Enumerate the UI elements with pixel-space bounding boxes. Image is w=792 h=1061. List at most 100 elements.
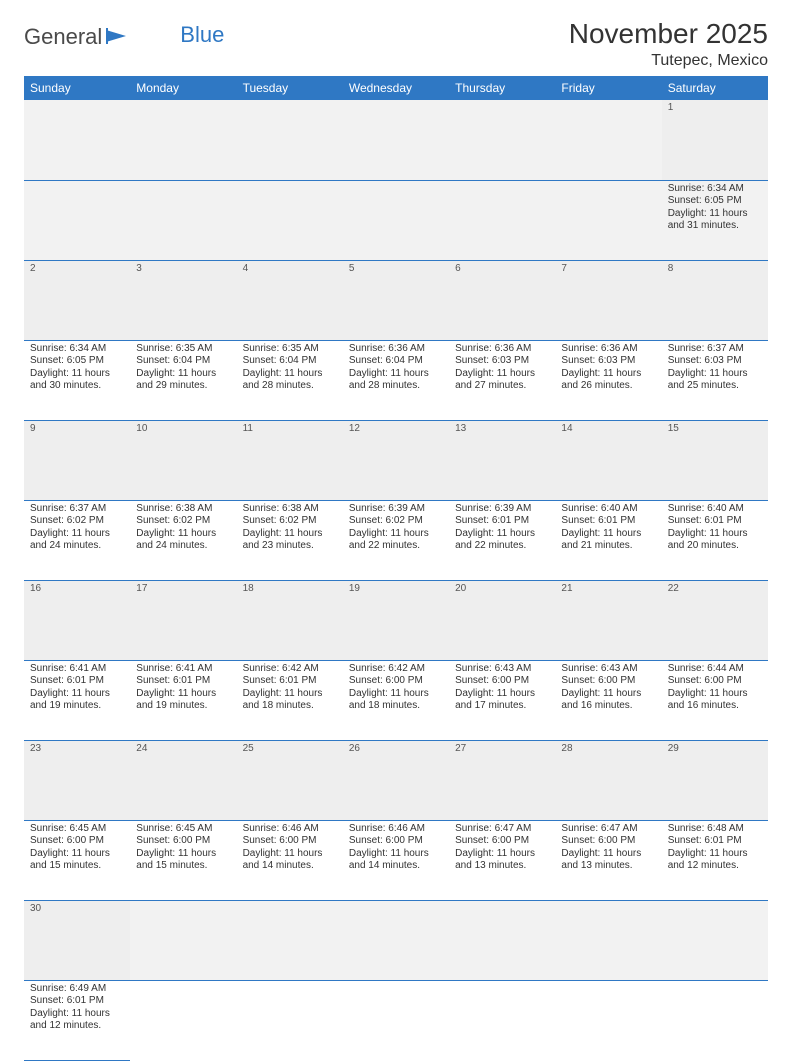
- daylight-line-2: and 14 minutes.: [243, 860, 337, 873]
- sunset-line: Sunset: 6:01 PM: [243, 675, 337, 688]
- daylight-line-2: and 21 minutes.: [561, 540, 655, 553]
- daylight-line-2: and 22 minutes.: [455, 540, 549, 553]
- day-number-cell: 28: [555, 740, 661, 820]
- daylight-line-1: Daylight: 11 hours: [30, 688, 124, 701]
- day-number-cell: 18: [237, 580, 343, 660]
- sunset-line: Sunset: 6:01 PM: [30, 995, 124, 1008]
- day-number-cell: 15: [662, 420, 768, 500]
- daylight-line-1: Daylight: 11 hours: [455, 368, 549, 381]
- daylight-line-2: and 13 minutes.: [455, 860, 549, 873]
- day-number-cell: [449, 900, 555, 980]
- calendar-body: 1 Sunrise: 6:34 AMSunset: 6:05 PMDayligh…: [24, 100, 768, 1060]
- day-cell: Sunrise: 6:42 AMSunset: 6:01 PMDaylight:…: [237, 660, 343, 740]
- day-number-cell: 19: [343, 580, 449, 660]
- daylight-line-2: and 15 minutes.: [136, 860, 230, 873]
- sunrise-line: Sunrise: 6:35 AM: [243, 343, 337, 356]
- day-number-cell: [130, 900, 236, 980]
- daylight-line-2: and 19 minutes.: [136, 700, 230, 713]
- daylight-line-1: Daylight: 11 hours: [30, 1008, 124, 1021]
- daylight-line-1: Daylight: 11 hours: [136, 368, 230, 381]
- sunset-line: Sunset: 6:00 PM: [136, 835, 230, 848]
- day-cell: Sunrise: 6:35 AMSunset: 6:04 PMDaylight:…: [130, 340, 236, 420]
- daylight-line-2: and 18 minutes.: [349, 700, 443, 713]
- sunset-line: Sunset: 6:03 PM: [668, 355, 762, 368]
- sunrise-line: Sunrise: 6:38 AM: [243, 503, 337, 516]
- day-number-cell: 9: [24, 420, 130, 500]
- daylight-line-1: Daylight: 11 hours: [243, 848, 337, 861]
- day-cell: Sunrise: 6:44 AMSunset: 6:00 PMDaylight:…: [662, 660, 768, 740]
- day-cell: [449, 180, 555, 260]
- page-title: November 2025: [569, 18, 768, 50]
- sunrise-line: Sunrise: 6:41 AM: [30, 663, 124, 676]
- day-number-cell: [24, 100, 130, 180]
- logo-flag-icon: [106, 24, 132, 50]
- sunrise-line: Sunrise: 6:34 AM: [30, 343, 124, 356]
- daylight-line-2: and 12 minutes.: [30, 1020, 124, 1033]
- daylight-line-1: Daylight: 11 hours: [668, 208, 762, 221]
- day-cell: [130, 180, 236, 260]
- sunset-line: Sunset: 6:00 PM: [561, 835, 655, 848]
- sunrise-line: Sunrise: 6:36 AM: [349, 343, 443, 356]
- daylight-line-2: and 22 minutes.: [349, 540, 443, 553]
- daylight-line-1: Daylight: 11 hours: [243, 528, 337, 541]
- sunrise-line: Sunrise: 6:48 AM: [668, 823, 762, 836]
- day-header: Tuesday: [237, 76, 343, 100]
- sunrise-line: Sunrise: 6:43 AM: [455, 663, 549, 676]
- daylight-line-2: and 28 minutes.: [349, 380, 443, 393]
- day-cell: Sunrise: 6:39 AMSunset: 6:01 PMDaylight:…: [449, 500, 555, 580]
- day-cell: [449, 980, 555, 1060]
- day-number-cell: 27: [449, 740, 555, 820]
- day-number-cell: [130, 100, 236, 180]
- daylight-line-2: and 18 minutes.: [243, 700, 337, 713]
- day-number-cell: [343, 100, 449, 180]
- day-number-cell: [555, 100, 661, 180]
- day-number-cell: [343, 900, 449, 980]
- day-number-cell: 30: [24, 900, 130, 980]
- day-number-cell: 10: [130, 420, 236, 500]
- sunset-line: Sunset: 6:00 PM: [30, 835, 124, 848]
- day-cell: Sunrise: 6:36 AMSunset: 6:03 PMDaylight:…: [449, 340, 555, 420]
- day-cell: [343, 180, 449, 260]
- day-cell: Sunrise: 6:41 AMSunset: 6:01 PMDaylight:…: [24, 660, 130, 740]
- day-number-cell: 8: [662, 260, 768, 340]
- daylight-line-2: and 25 minutes.: [668, 380, 762, 393]
- sunset-line: Sunset: 6:03 PM: [561, 355, 655, 368]
- sunrise-line: Sunrise: 6:40 AM: [561, 503, 655, 516]
- sunset-line: Sunset: 6:00 PM: [455, 675, 549, 688]
- day-cell: Sunrise: 6:49 AMSunset: 6:01 PMDaylight:…: [24, 980, 130, 1060]
- calendar-page: General Blue November 2025 Tutepec, Mexi…: [0, 0, 792, 612]
- sunset-line: Sunset: 6:01 PM: [561, 515, 655, 528]
- day-number-cell: 6: [449, 260, 555, 340]
- day-cell: Sunrise: 6:43 AMSunset: 6:00 PMDaylight:…: [555, 660, 661, 740]
- day-cell: Sunrise: 6:46 AMSunset: 6:00 PMDaylight:…: [343, 820, 449, 900]
- day-number-cell: 25: [237, 740, 343, 820]
- day-number-cell: 1: [662, 100, 768, 180]
- sunrise-line: Sunrise: 6:46 AM: [243, 823, 337, 836]
- daylight-line-2: and 29 minutes.: [136, 380, 230, 393]
- day-cell: [662, 980, 768, 1060]
- calendar-table: SundayMondayTuesdayWednesdayThursdayFrid…: [24, 76, 768, 1061]
- daylight-line-1: Daylight: 11 hours: [136, 528, 230, 541]
- sunset-line: Sunset: 6:04 PM: [136, 355, 230, 368]
- day-number-cell: 12: [343, 420, 449, 500]
- day-header: Saturday: [662, 76, 768, 100]
- sunset-line: Sunset: 6:02 PM: [349, 515, 443, 528]
- sunrise-line: Sunrise: 6:41 AM: [136, 663, 230, 676]
- day-number-cell: 7: [555, 260, 661, 340]
- daylight-line-1: Daylight: 11 hours: [668, 528, 762, 541]
- day-cell: Sunrise: 6:35 AMSunset: 6:04 PMDaylight:…: [237, 340, 343, 420]
- day-cell: [555, 980, 661, 1060]
- sunrise-line: Sunrise: 6:47 AM: [561, 823, 655, 836]
- day-cell: Sunrise: 6:47 AMSunset: 6:00 PMDaylight:…: [555, 820, 661, 900]
- day-cell: Sunrise: 6:34 AMSunset: 6:05 PMDaylight:…: [24, 340, 130, 420]
- day-number-cell: [449, 100, 555, 180]
- day-number-cell: 13: [449, 420, 555, 500]
- sunrise-line: Sunrise: 6:42 AM: [243, 663, 337, 676]
- day-cell: Sunrise: 6:37 AMSunset: 6:02 PMDaylight:…: [24, 500, 130, 580]
- sunset-line: Sunset: 6:01 PM: [30, 675, 124, 688]
- daylight-line-1: Daylight: 11 hours: [349, 688, 443, 701]
- sunset-line: Sunset: 6:00 PM: [349, 675, 443, 688]
- day-cell: Sunrise: 6:34 AMSunset: 6:05 PMDaylight:…: [662, 180, 768, 260]
- day-number-cell: 2: [24, 260, 130, 340]
- day-cell: Sunrise: 6:48 AMSunset: 6:01 PMDaylight:…: [662, 820, 768, 900]
